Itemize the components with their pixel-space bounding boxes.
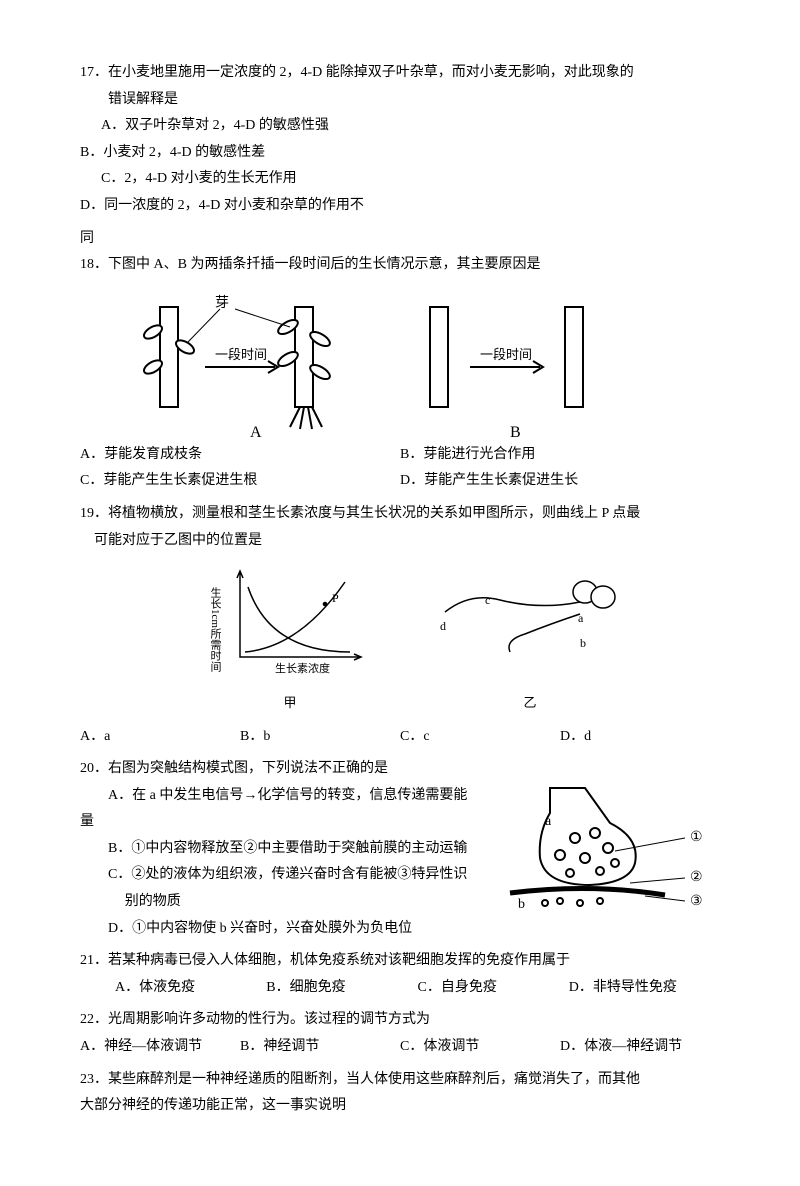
q18-optC: C．芽能产生生长素促进生根: [80, 468, 400, 495]
q20-optB: B．①中内容物释放至②中主要借助于突触前膜的主动运输: [80, 836, 480, 863]
q18: 18．下图中 A、B 为两插条扦插一段时间后的生长情况示意，其主要原因是: [80, 252, 720, 495]
q18-fig-bud: 芽: [215, 295, 229, 311]
q19-stem-l2: 可能对应于乙图中的位置是: [80, 528, 720, 555]
q22-optA: A．神经—体液调节: [80, 1034, 240, 1061]
svg-text:①: ①: [690, 830, 703, 845]
svg-text:d: d: [440, 619, 446, 633]
q18-optA: A．芽能发育成枝条: [80, 442, 400, 469]
q17-stem-l1: 17．在小麦地里施用一定浓度的 2，4-D 能除掉双子叶杂草，而对小麦无影响，对…: [80, 60, 720, 87]
q19-label-yi: 乙: [430, 691, 630, 716]
q21-optC: C．自身免疫: [418, 975, 569, 1002]
q20-optC-l1: C．②处的液体为组织液，传递兴奋时含有能被③特异性识: [80, 862, 480, 889]
q22-stem: 22．光周期影响许多动物的性行为。该过程的调节方式为: [80, 1007, 720, 1034]
q19-optC: C．c: [400, 724, 560, 751]
q19-figure: P 生长1cm所需时间 生长素浓度 甲 a b c: [120, 562, 720, 715]
q20: 20．右图为突触结构模式图，下列说法不正确的是 A．在 a 中发生电信号→化学信…: [80, 756, 720, 942]
q23: 23．某些麻醉剂是一种神经递质的阻断剂，当人体使用这些麻醉剂后，痛觉消失了，而其…: [80, 1067, 720, 1120]
q21-optD: D．非特导性免疫: [569, 975, 720, 1002]
q18-optD: D．芽能产生生长素促进生长: [400, 468, 720, 495]
q19-optA: A．a: [80, 724, 240, 751]
q17-optD-tail: 同: [80, 226, 720, 253]
q22: 22．光周期影响许多动物的性行为。该过程的调节方式为 A．神经—体液调节 B．神…: [80, 1007, 720, 1060]
q22-optC: C．体液调节: [400, 1034, 560, 1061]
q20-optD: D．①中内容物使 b 兴奋时，兴奋处膜外为负电位: [80, 916, 480, 943]
q19: 19．将植物横放，测量根和茎生长素浓度与其生长状况的关系如甲图所示，则曲线上 P…: [80, 501, 720, 750]
q18-fig-A: A: [250, 424, 262, 441]
svg-text:b: b: [518, 897, 525, 912]
q18-fig-B: B: [510, 424, 521, 441]
q17: 17．在小麦地里施用一定浓度的 2，4-D 能除掉双子叶杂草，而对小麦无影响，对…: [80, 60, 720, 220]
svg-text:生长1cm所需时间: 生长1cm所需时间: [210, 586, 222, 673]
svg-text:a: a: [578, 611, 584, 625]
q20-figure: a b ① ② ③: [490, 783, 720, 943]
q19-stem-l1: 19．将植物横放，测量根和茎生长素浓度与其生长状况的关系如甲图所示，则曲线上 P…: [80, 501, 720, 528]
svg-text:P: P: [332, 591, 339, 605]
q18-fig-arrow1: 一段时间: [215, 347, 267, 362]
svg-text:a: a: [545, 814, 552, 829]
q19-label-jia: 甲: [210, 691, 370, 716]
q18-figure: 芽 一段时间 一段时间 A B: [120, 287, 720, 442]
q23-stem-l1: 23．某些麻醉剂是一种神经递质的阻断剂，当人体使用这些麻醉剂后，痛觉消失了，而其…: [80, 1067, 720, 1094]
q17-optD: D．同一浓度的 2，4-D 对小麦和杂草的作用不: [80, 193, 400, 220]
svg-text:生长素浓度: 生长素浓度: [275, 661, 330, 675]
svg-text:c: c: [485, 593, 490, 607]
q20-optA: A．在 a 中发生电信号→化学信号的转变，信息传递需要能量: [80, 783, 480, 836]
q21: 21．若某种病毒已侵入人体细胞，机体免疫系统对该靶细胞发挥的免疫作用属于 A．体…: [80, 948, 720, 1001]
svg-text:③: ③: [690, 894, 703, 909]
svg-text:②: ②: [690, 870, 703, 885]
q23-stem-l2: 大部分神经的传递功能正常，这一事实说明: [80, 1093, 720, 1120]
q17-optC: C．2，4-D 对小麦的生长无作用: [80, 166, 421, 193]
q22-optD: D．体液—神经调节: [560, 1034, 720, 1061]
q21-optB: B．细胞免疫: [266, 975, 417, 1002]
q19-optD: D．d: [560, 724, 720, 751]
q21-optA: A．体液免疫: [115, 975, 266, 1002]
q18-fig-arrow2: 一段时间: [480, 347, 532, 362]
q19-optB: B．b: [240, 724, 400, 751]
q18-stem: 18．下图中 A、B 为两插条扦插一段时间后的生长情况示意，其主要原因是: [80, 252, 720, 279]
q21-stem: 21．若某种病毒已侵入人体细胞，机体免疫系统对该靶细胞发挥的免疫作用属于: [80, 948, 720, 975]
q20-optC-l2: 别的物质: [80, 889, 480, 916]
q22-optB: B．神经调节: [240, 1034, 400, 1061]
q17-optA: A．双子叶杂草对 2，4-D 的敏感性强: [80, 113, 421, 140]
q18-optB: B．芽能进行光合作用: [400, 442, 720, 469]
q17-stem-l2: 错误解释是: [80, 87, 720, 114]
q17-optB: B．小麦对 2，4-D 的敏感性差: [80, 140, 400, 167]
svg-text:b: b: [580, 636, 586, 650]
q20-stem: 20．右图为突触结构模式图，下列说法不正确的是: [80, 756, 720, 783]
